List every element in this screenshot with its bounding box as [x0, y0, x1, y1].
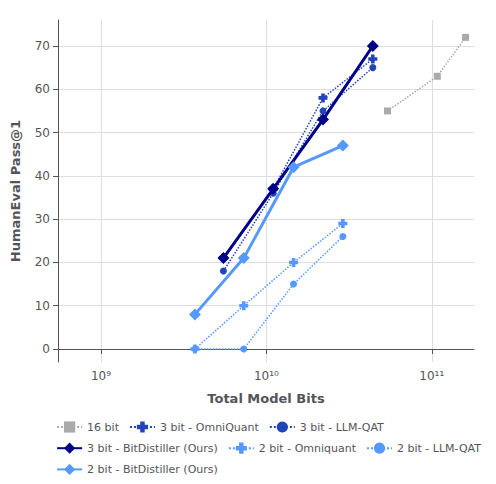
svg-text:Total Model Bits: Total Model Bits	[207, 391, 325, 406]
svg-text:HumanEval Pass@1: HumanEval Pass@1	[8, 120, 23, 262]
svg-text:10: 10	[35, 299, 50, 313]
svg-text:3 bit - BitDistiller (Ours): 3 bit - BitDistiller (Ours)	[87, 442, 218, 455]
svg-text:2 bit - LLM-QAT: 2 bit - LLM-QAT	[397, 442, 481, 455]
svg-text:40: 40	[35, 169, 50, 183]
svg-text:70: 70	[35, 39, 50, 53]
svg-text:3 bit - OmniQuant: 3 bit - OmniQuant	[160, 421, 260, 434]
svg-text:10⁹: 10⁹	[91, 369, 111, 383]
svg-text:50: 50	[35, 126, 50, 140]
svg-text:16 bit: 16 bit	[87, 421, 120, 434]
svg-text:10¹⁰: 10¹⁰	[254, 369, 279, 383]
svg-text:0: 0	[42, 342, 50, 356]
svg-text:10¹¹: 10¹¹	[419, 369, 444, 383]
svg-text:2 bit - BitDistiller (Ours): 2 bit - BitDistiller (Ours)	[87, 463, 218, 476]
svg-text:2 bit - Omniquant: 2 bit - Omniquant	[259, 442, 357, 455]
svg-text:60: 60	[35, 82, 50, 96]
svg-text:3 bit - LLM-QAT: 3 bit - LLM-QAT	[300, 421, 384, 434]
svg-text:30: 30	[35, 212, 50, 226]
svg-text:20: 20	[35, 255, 50, 269]
